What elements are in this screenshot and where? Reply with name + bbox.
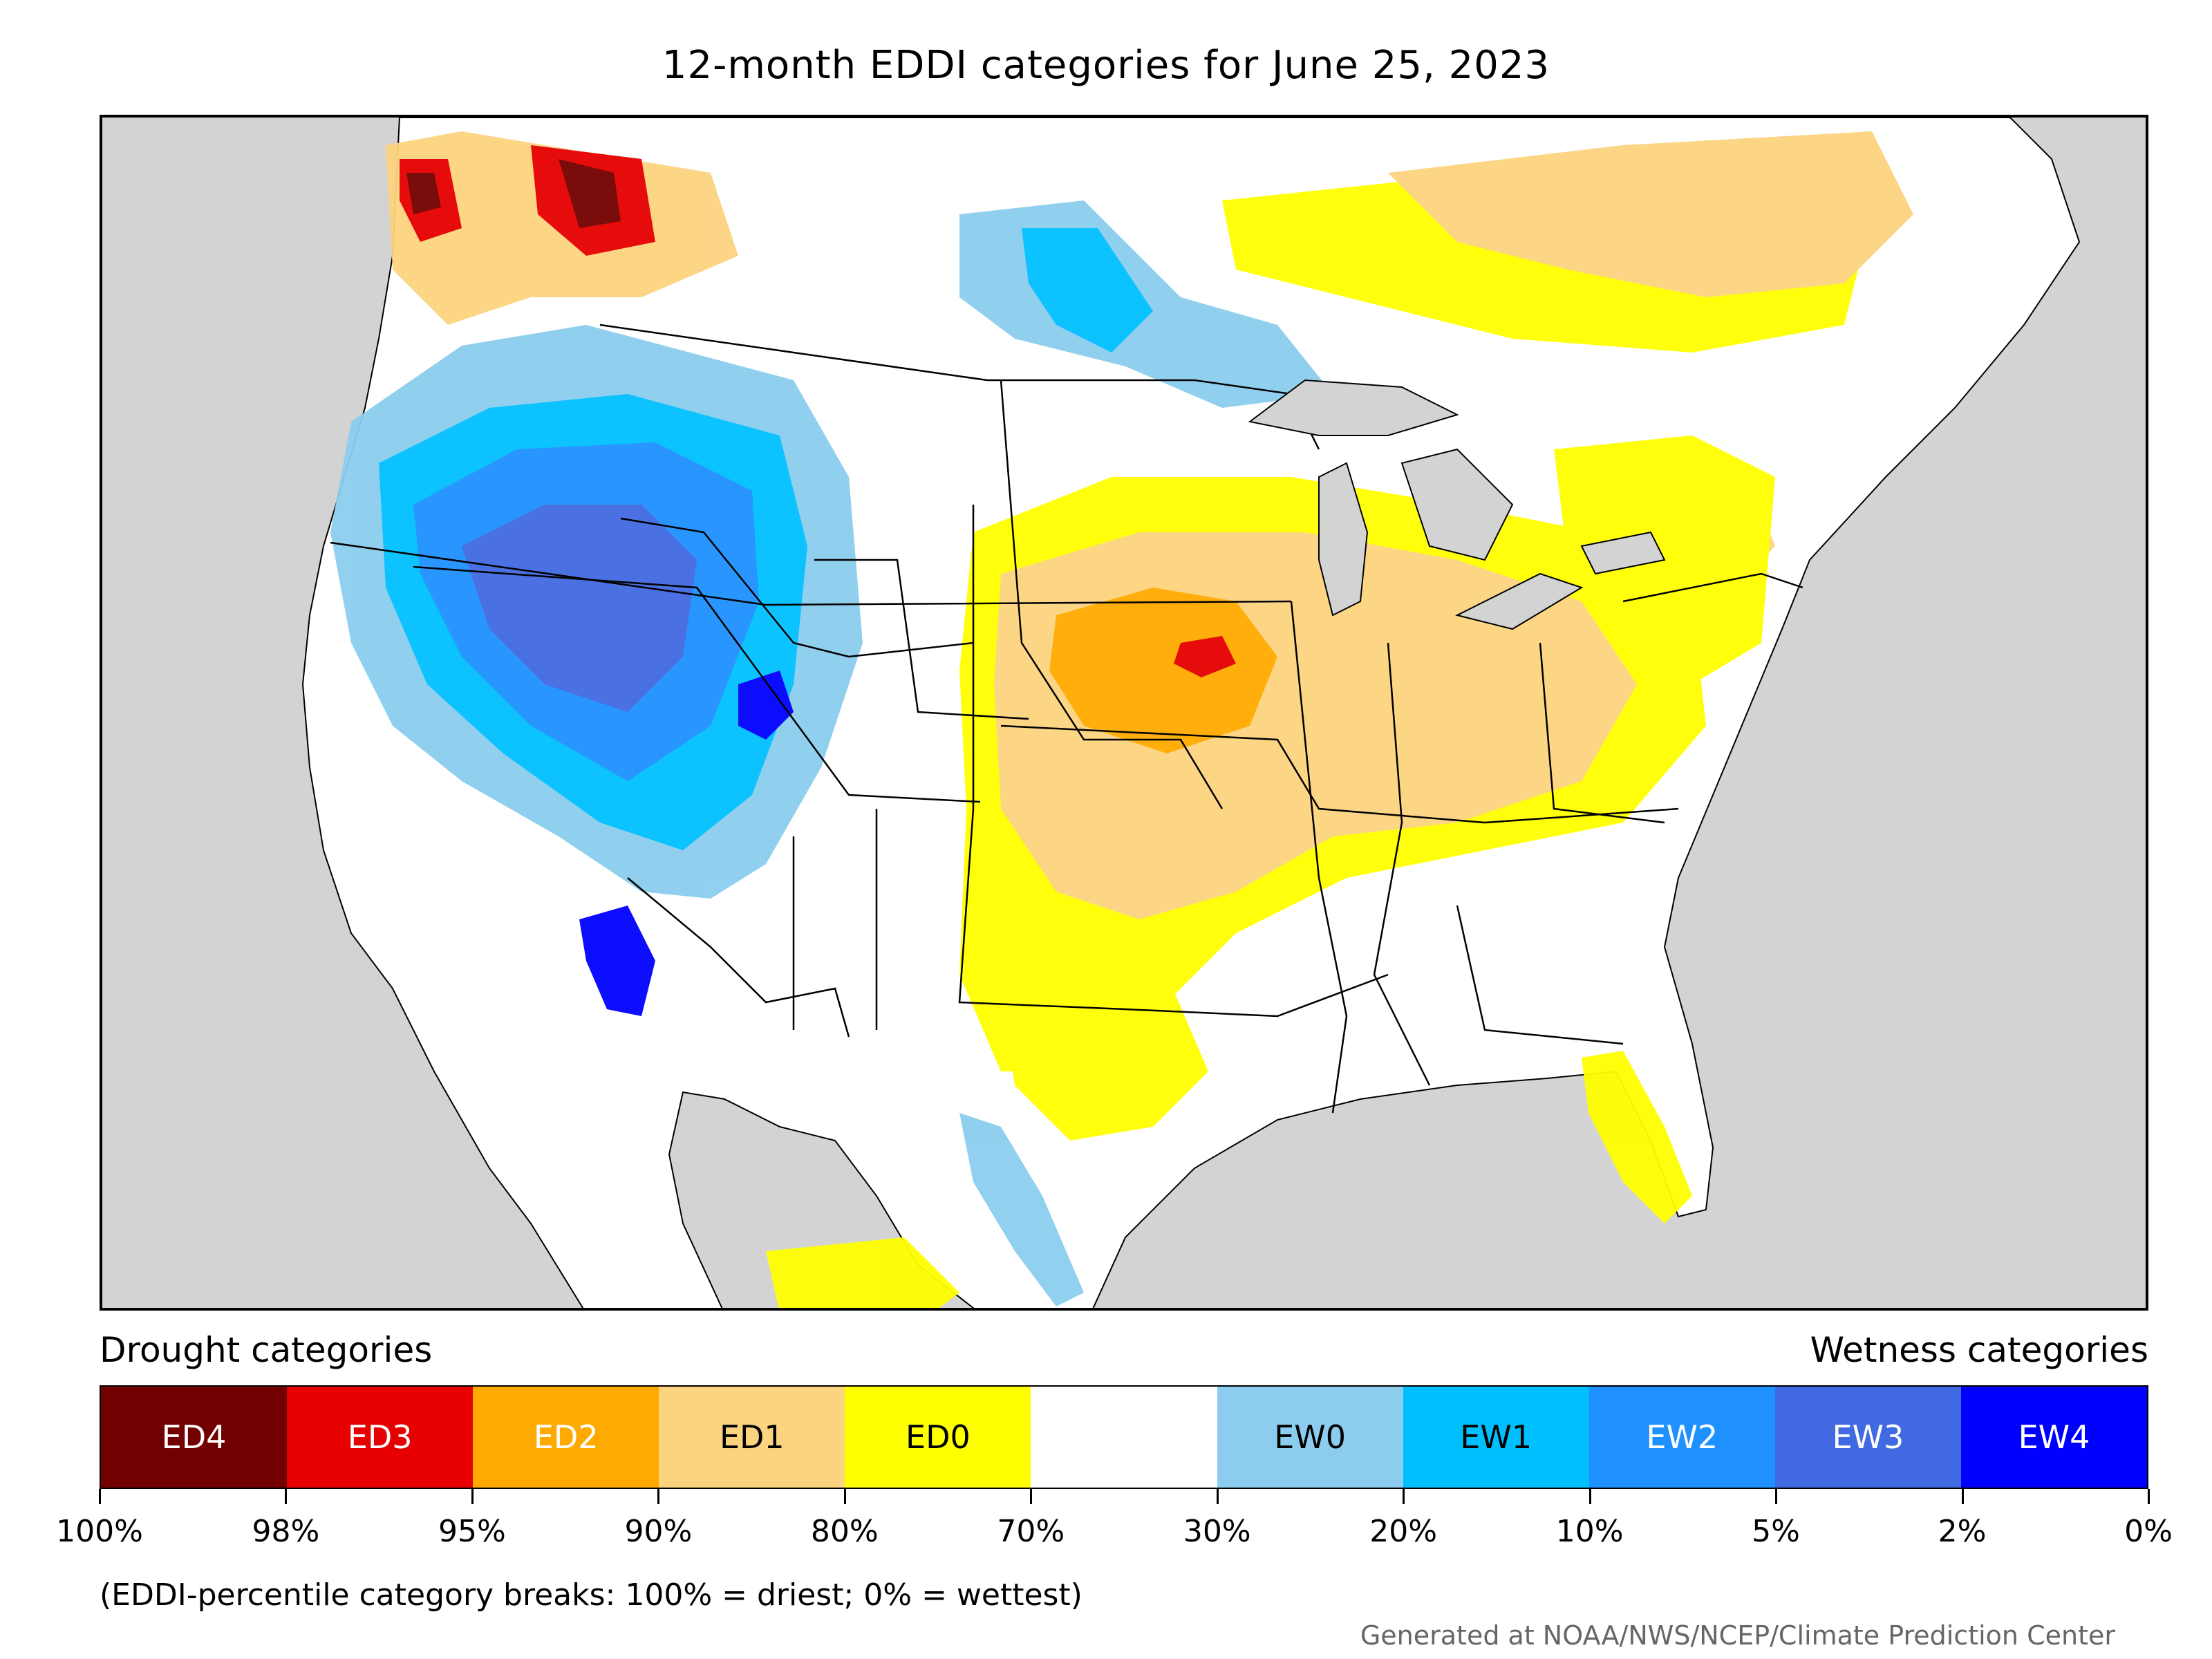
eddi-map (100, 115, 2148, 1311)
wetness-categories-heading: Wetness categories (1810, 1330, 2148, 1370)
colorbar-tick-label: 10% (1555, 1514, 1624, 1549)
category-breaks-note: (EDDI-percentile category breaks: 100% =… (100, 1577, 1082, 1613)
colorbar-segment-ed3: ED3 (287, 1387, 474, 1488)
colorbar-segment-ed1: ED1 (659, 1387, 845, 1488)
colorbar-tick (843, 1489, 846, 1504)
ew4-socal (579, 906, 655, 1016)
colorbar-tick (99, 1489, 101, 1504)
great-lakes (1248, 379, 1666, 630)
lake-erie (1455, 572, 1584, 630)
colorbar-tick-label: 80% (810, 1514, 879, 1549)
ed4-pnw (406, 173, 441, 214)
ed0-texas-east (1001, 975, 1208, 1141)
colorbar-tick (471, 1489, 474, 1504)
map-canvas (102, 118, 2146, 1308)
ew3-west (462, 505, 697, 712)
lake-huron (1400, 448, 1514, 561)
colorbar-tick (1216, 1489, 1219, 1504)
drought-categories-heading: Drought categories (100, 1330, 433, 1370)
colorbar-tick (1588, 1489, 1591, 1504)
colorbar-segment-ew1: EW1 (1403, 1387, 1589, 1488)
colorbar-tick-label: 90% (624, 1514, 693, 1549)
colorbar-segment-ed0: ED0 (845, 1387, 1031, 1488)
colorbar-tick (2148, 1489, 2150, 1504)
ed2-midwest (1049, 588, 1277, 753)
ed1-canada-east (1388, 131, 1913, 297)
category-regions (330, 131, 1913, 1308)
colorbar-tick (1961, 1489, 1964, 1504)
colorbar-tick-label: 100% (56, 1514, 143, 1549)
colorbar-tick-label: 70% (997, 1514, 1065, 1549)
ew4-west (738, 671, 794, 740)
colorbar-segment-ew2: EW2 (1588, 1387, 1775, 1488)
lake-ontario (1580, 531, 1666, 575)
map-title: 12-month EDDI categories for June 25, 20… (662, 43, 1550, 88)
ed4-bc (559, 159, 621, 228)
ew0-texas-coast (959, 1113, 1084, 1306)
colorbar-tick (1775, 1489, 1778, 1504)
colorbar-segment-ed2: ED2 (473, 1387, 659, 1488)
state-borders (330, 324, 1803, 1114)
ew1-north (1022, 228, 1153, 353)
ed0-texas-south (766, 1237, 959, 1308)
colorbar-segment-ew3: EW3 (1774, 1387, 1961, 1488)
lake-superior (1248, 379, 1459, 436)
credit-line: Generated at NOAA/NWS/NCEP/Climate Predi… (1360, 1620, 2115, 1651)
ed3-iowa (1174, 636, 1236, 677)
colorbar-tick-label: 98% (252, 1514, 320, 1549)
lake-michigan (1318, 462, 1369, 617)
colorbar-tick-label: 5% (1752, 1514, 1800, 1549)
colorbar-segment-ed4: ED4 (101, 1387, 288, 1488)
colorbar-tick-label: 2% (1938, 1514, 1987, 1549)
category-colorbar: ED4 ED3 ED2 ED1 ED0 EW0 EW1 EW2 EW3 EW4 (100, 1385, 2148, 1489)
colorbar-segment-ew0: EW0 (1217, 1387, 1403, 1488)
colorbar-tick-label: 0% (2124, 1514, 2173, 1549)
colorbar-tick (1030, 1489, 1033, 1504)
colorbar-tick (285, 1489, 288, 1504)
colorbar-ticks (99, 1489, 2150, 1506)
colorbar-tick-label: 20% (1369, 1514, 1438, 1549)
colorbar-tick-label: 30% (1183, 1514, 1251, 1549)
colorbar-segment-normal (1031, 1387, 1217, 1488)
ed0-florida (1582, 1051, 1692, 1224)
colorbar-tick (657, 1489, 660, 1504)
colorbar-tick-label: 95% (438, 1514, 506, 1549)
colorbar-segment-ew4: EW4 (1960, 1387, 2148, 1488)
colorbar-tick (1403, 1489, 1405, 1504)
